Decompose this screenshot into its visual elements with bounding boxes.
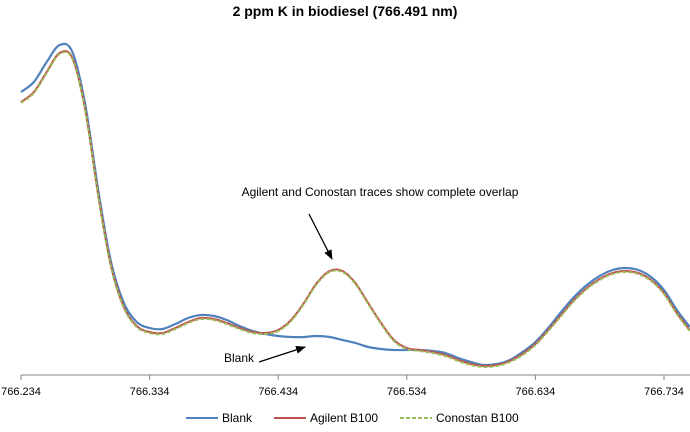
chart-title: 2 ppm K in biodiesel (766.491 nm) (233, 3, 458, 19)
legend-label: Blank (222, 411, 253, 425)
series-group (20, 42, 690, 369)
legend: Blank Agilent B100 Conostan B100 (186, 411, 519, 425)
x-tick-label: 766.734 (644, 386, 684, 398)
x-tick-label: 766.634 (516, 386, 556, 398)
x-tick-label: 766.434 (258, 386, 298, 398)
annotation-blank: Blank (224, 351, 255, 365)
legend-label: Conostan B100 (436, 411, 519, 425)
x-tick-label: 766.234 (1, 386, 41, 398)
legend-label: Agilent B100 (310, 411, 378, 425)
series-line-agilent-b100 (20, 50, 690, 368)
annotation-overlap: Agilent and Conostan traces show complet… (242, 185, 519, 199)
x-tick-label: 766.334 (130, 386, 170, 398)
annotation-overlap-arrow (308, 213, 333, 260)
series-line-blank (20, 42, 690, 367)
annotation-blank-arrow (258, 345, 306, 363)
x-tick-label: 766.534 (387, 386, 427, 398)
x-axis-ticks: 766.234 766.334 766.434 766.534 766.634 766.7… (1, 375, 684, 398)
series-line-conostan-b100 (20, 51, 690, 369)
